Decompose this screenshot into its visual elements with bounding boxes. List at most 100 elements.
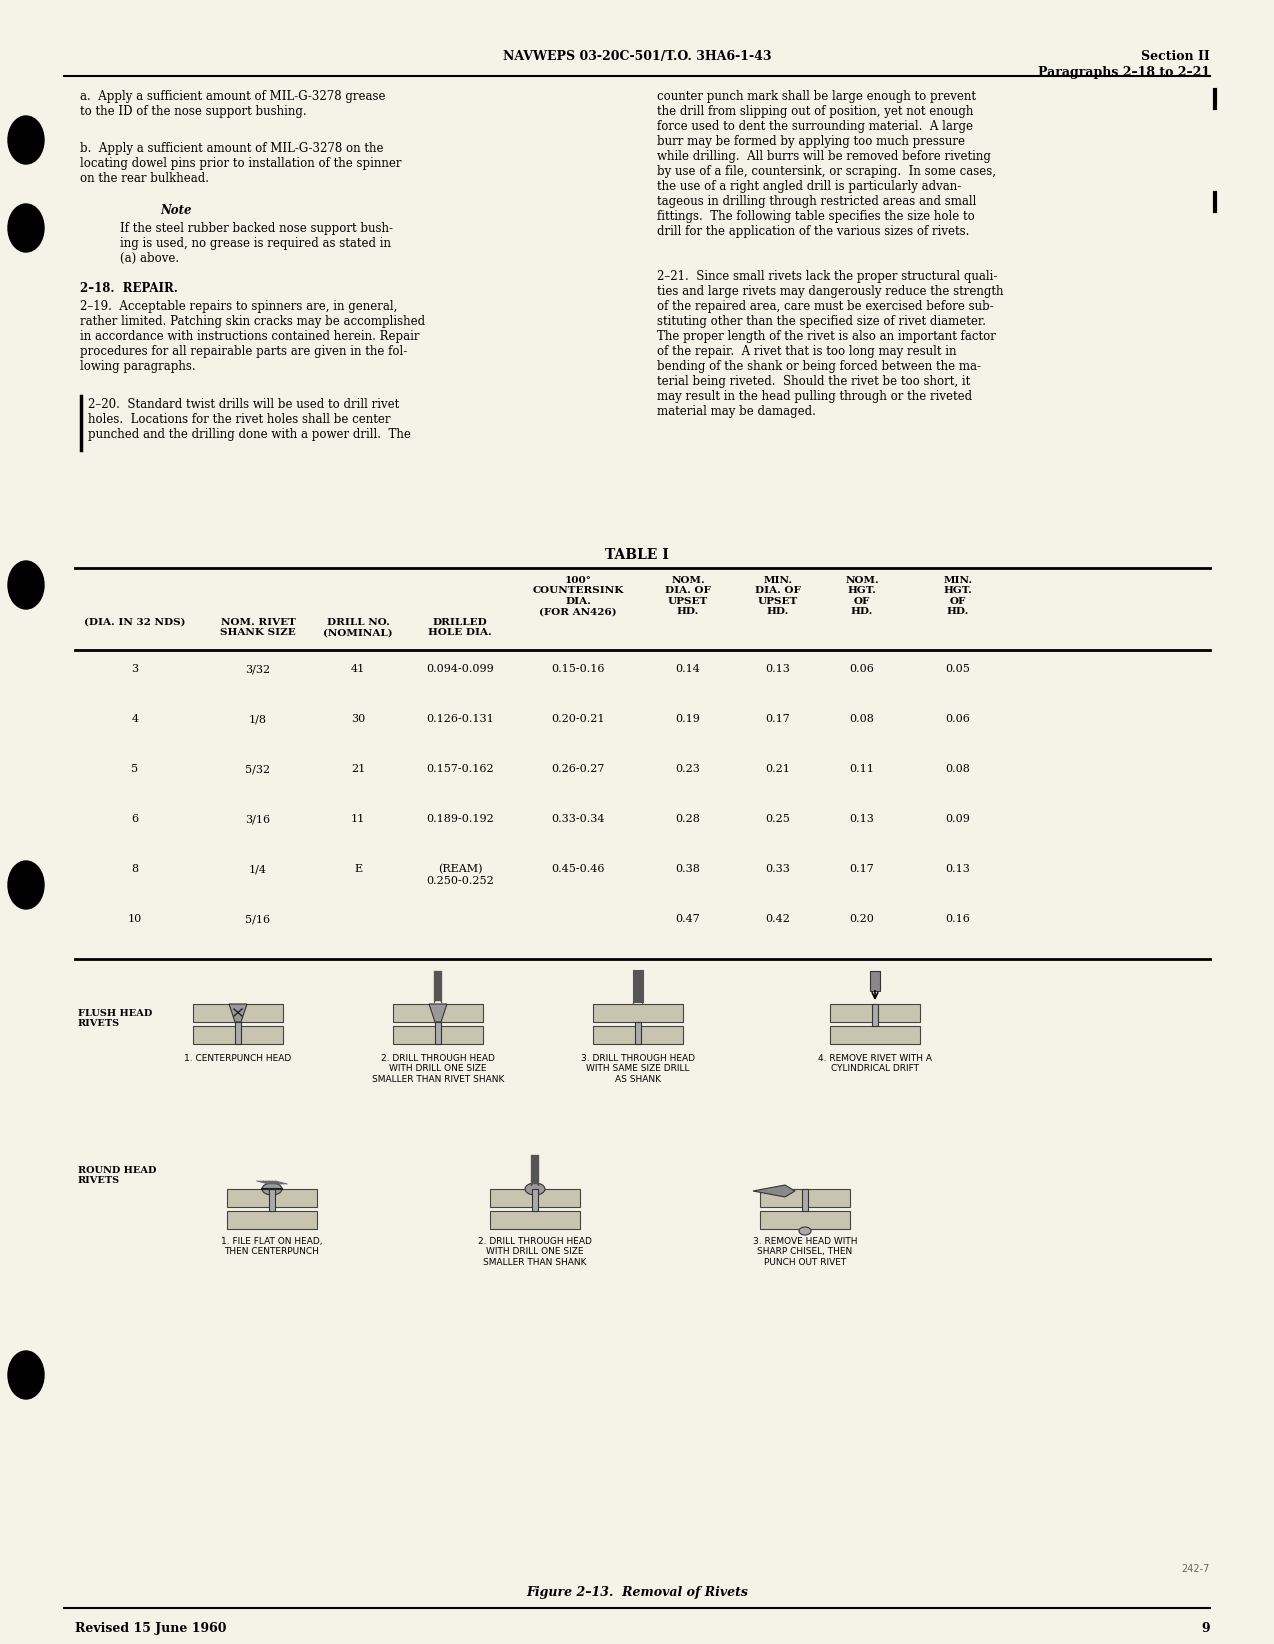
Bar [192, 1004, 283, 1023]
Polygon shape [531, 1180, 535, 1185]
Bar [829, 1004, 920, 1023]
Text: 4: 4 [131, 713, 139, 723]
Text: Note: Note [161, 204, 191, 217]
Text: NOM.
DIA. OF
UPSET
HD.: NOM. DIA. OF UPSET HD. [665, 575, 711, 616]
Text: 5/32: 5/32 [246, 764, 270, 774]
Text: E: E [354, 865, 362, 875]
Text: 0.42: 0.42 [766, 914, 790, 924]
Polygon shape [535, 1180, 539, 1185]
Text: 0.26-0.27: 0.26-0.27 [552, 764, 605, 774]
Text: counter punch mark shall be large enough to prevent
the drill from slipping out : counter punch mark shall be large enough… [657, 90, 996, 238]
Bar [533, 1189, 538, 1212]
Text: 0.23: 0.23 [675, 764, 701, 774]
Text: 3/32: 3/32 [246, 664, 270, 674]
Text: 0.20: 0.20 [850, 914, 874, 924]
Text: 1/8: 1/8 [248, 713, 268, 723]
Text: 0.08: 0.08 [850, 713, 874, 723]
Text: ROUND HEAD
RIVETS: ROUND HEAD RIVETS [78, 1166, 157, 1185]
Text: 0.11: 0.11 [850, 764, 874, 774]
Text: 0.33-0.34: 0.33-0.34 [552, 814, 605, 824]
Text: 0.094-0.099: 0.094-0.099 [426, 664, 494, 674]
Text: 0.14: 0.14 [675, 664, 701, 674]
Bar [592, 1004, 683, 1023]
Text: NOM.
HGT.
OF
HD.: NOM. HGT. OF HD. [845, 575, 879, 616]
Text: 0.20-0.21: 0.20-0.21 [552, 713, 605, 723]
Text: 0.08: 0.08 [945, 764, 971, 774]
Text: 0.06: 0.06 [945, 713, 971, 723]
Text: Revised 15 June 1960: Revised 15 June 1960 [75, 1623, 227, 1636]
Text: Paragraphs 2–18 to 2–21: Paragraphs 2–18 to 2–21 [1038, 66, 1210, 79]
Text: 0.19: 0.19 [675, 713, 701, 723]
Polygon shape [638, 996, 643, 1004]
Text: 2–19.  Acceptable repairs to spinners are, in general,
rather limited. Patching : 2–19. Acceptable repairs to spinners are… [80, 299, 426, 373]
Text: DRILL NO.
(NOMINAL): DRILL NO. (NOMINAL) [324, 618, 392, 638]
Bar [829, 1026, 920, 1044]
Polygon shape [633, 996, 638, 1004]
Bar [269, 1189, 275, 1212]
Text: 242-7: 242-7 [1181, 1563, 1210, 1573]
Bar [870, 972, 880, 991]
Text: 2–20.  Standard twist drills will be used to drill rivet
holes.  Locations for t: 2–20. Standard twist drills will be used… [88, 398, 412, 441]
Bar [634, 1023, 641, 1044]
Text: 21: 21 [350, 764, 366, 774]
Text: 0.05: 0.05 [945, 664, 971, 674]
Text: 0.189-0.192: 0.189-0.192 [426, 814, 494, 824]
Bar [392, 1004, 483, 1023]
Bar [871, 1004, 878, 1026]
Ellipse shape [8, 204, 45, 252]
Ellipse shape [8, 861, 45, 909]
Text: If the steel rubber backed nose support bush-
ing is used, no grease is required: If the steel rubber backed nose support … [120, 222, 392, 265]
Text: 1/4: 1/4 [248, 865, 268, 875]
Text: 0.17: 0.17 [766, 713, 790, 723]
Bar [227, 1212, 317, 1230]
Text: 30: 30 [350, 713, 366, 723]
Text: 0.09: 0.09 [945, 814, 971, 824]
Bar [434, 1023, 441, 1044]
Text: 2–21.  Since small rivets lack the proper structural quali-
ties and large rivet: 2–21. Since small rivets lack the proper… [657, 270, 1004, 418]
Text: (REAM)
0.250-0.252: (REAM) 0.250-0.252 [426, 865, 494, 886]
Ellipse shape [8, 1351, 45, 1399]
Text: Figure 2–13.  Removal of Rivets: Figure 2–13. Removal of Rivets [526, 1586, 748, 1600]
Text: 0.06: 0.06 [850, 664, 874, 674]
Polygon shape [533, 1175, 538, 1180]
Polygon shape [438, 996, 442, 1003]
Text: MIN.
DIA. OF
UPSET
HD.: MIN. DIA. OF UPSET HD. [755, 575, 801, 616]
Ellipse shape [525, 1184, 545, 1195]
Bar [490, 1189, 580, 1207]
Bar [803, 1189, 808, 1212]
Text: 0.21: 0.21 [766, 764, 790, 774]
Text: 0.13: 0.13 [945, 865, 971, 875]
Text: DRILLED
HOLE DIA.: DRILLED HOLE DIA. [428, 618, 492, 638]
Text: 0.13: 0.13 [850, 814, 874, 824]
Bar [227, 1189, 317, 1207]
Text: 3: 3 [131, 664, 139, 674]
Text: 0.28: 0.28 [675, 814, 701, 824]
Text: 2–18.  REPAIR.: 2–18. REPAIR. [80, 283, 178, 294]
Polygon shape [634, 993, 641, 996]
Ellipse shape [8, 117, 45, 164]
Text: 41: 41 [350, 664, 366, 674]
Text: FLUSH HEAD
RIVETS: FLUSH HEAD RIVETS [78, 1009, 153, 1029]
Polygon shape [429, 1004, 447, 1023]
Text: 0.15-0.16: 0.15-0.16 [552, 664, 605, 674]
Bar [490, 1212, 580, 1230]
Text: 0.25: 0.25 [766, 814, 790, 824]
Text: 3. DRILL THROUGH HEAD
WITH SAME SIZE DRILL
AS SHANK: 3. DRILL THROUGH HEAD WITH SAME SIZE DRI… [581, 1054, 696, 1083]
Polygon shape [436, 993, 440, 996]
Text: TABLE I: TABLE I [605, 547, 669, 562]
Bar [392, 1026, 483, 1044]
Text: 2. DRILL THROUGH HEAD
WITH DRILL ONE SIZE
SMALLER THAN RIVET SHANK: 2. DRILL THROUGH HEAD WITH DRILL ONE SIZ… [372, 1054, 505, 1083]
Text: 5/16: 5/16 [246, 914, 270, 924]
Text: 4. REMOVE RIVET WITH A
CYLINDRICAL DRIFT: 4. REMOVE RIVET WITH A CYLINDRICAL DRIFT [818, 1054, 933, 1074]
Text: 2. DRILL THROUGH HEAD
WITH DRILL ONE SIZE
SMALLER THAN SHANK: 2. DRILL THROUGH HEAD WITH DRILL ONE SIZ… [478, 1236, 592, 1268]
Ellipse shape [262, 1184, 282, 1195]
Text: 0.126-0.131: 0.126-0.131 [426, 713, 494, 723]
Text: (DIA. IN 32 NDS): (DIA. IN 32 NDS) [84, 618, 186, 626]
Text: 3/16: 3/16 [246, 814, 270, 824]
Bar [234, 1023, 241, 1044]
Text: 0.33: 0.33 [766, 865, 790, 875]
Bar [192, 1026, 283, 1044]
Ellipse shape [8, 561, 45, 608]
Text: 0.13: 0.13 [766, 664, 790, 674]
Bar [761, 1212, 850, 1230]
